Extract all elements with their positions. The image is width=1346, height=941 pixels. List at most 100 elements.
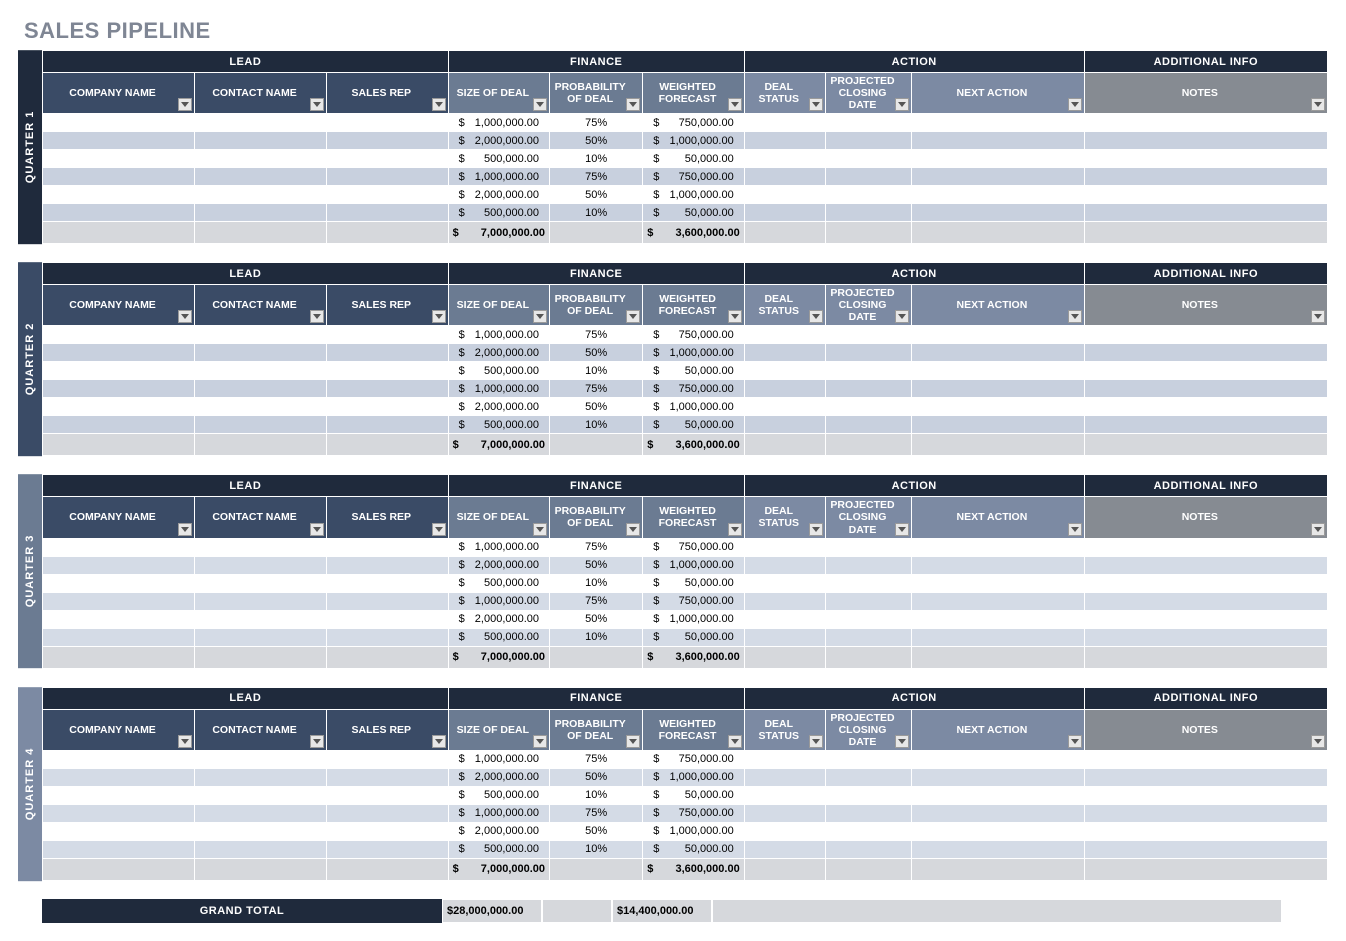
table-row[interactable]: $500,000.0010%$50,000.00 [43,840,1328,858]
col-header-close[interactable]: PROJECTED CLOSING DATE [825,709,911,750]
cell-notes[interactable] [1084,822,1327,840]
cell-prob[interactable]: 50% [550,132,643,150]
cell-close[interactable] [825,362,911,380]
cell-action[interactable] [912,132,1084,150]
cell-status[interactable] [744,150,825,168]
col-header-action[interactable]: NEXT ACTION [912,709,1084,750]
cell-notes[interactable] [1084,628,1327,646]
cell-company[interactable] [43,362,195,380]
cell-deal[interactable]: $500,000.00 [448,150,549,168]
cell-notes[interactable] [1084,786,1327,804]
cell-forecast[interactable]: $50,000.00 [643,150,744,168]
cell-rep[interactable] [326,204,448,222]
cell-contact[interactable] [195,592,327,610]
cell-forecast[interactable]: $1,000,000.00 [643,556,744,574]
cell-contact[interactable] [195,132,327,150]
col-header-action[interactable]: NEXT ACTION [912,285,1084,326]
cell-deal[interactable]: $1,000,000.00 [448,380,549,398]
cell-rep[interactable] [326,398,448,416]
cell-prob[interactable]: 75% [550,114,643,132]
cell-status[interactable] [744,768,825,786]
col-header-close[interactable]: PROJECTED CLOSING DATE [825,285,911,326]
cell-notes[interactable] [1084,804,1327,822]
cell-close[interactable] [825,610,911,628]
cell-prob[interactable]: 75% [550,168,643,186]
col-header-rep[interactable]: SALES REP [326,285,448,326]
cell-deal[interactable]: $2,000,000.00 [448,344,549,362]
cell-close[interactable] [825,344,911,362]
cell-rep[interactable] [326,786,448,804]
rep-filter-button[interactable] [432,523,446,536]
cell-close[interactable] [825,168,911,186]
cell-close[interactable] [825,822,911,840]
cell-action[interactable] [912,822,1084,840]
cell-prob[interactable]: 50% [550,768,643,786]
cell-notes[interactable] [1084,610,1327,628]
cell-status[interactable] [744,186,825,204]
cell-company[interactable] [43,344,195,362]
col-header-close[interactable]: PROJECTED CLOSING DATE [825,497,911,538]
cell-prob[interactable]: 50% [550,186,643,204]
cell-company[interactable] [43,768,195,786]
cell-deal[interactable]: $1,000,000.00 [448,804,549,822]
cell-notes[interactable] [1084,132,1327,150]
cell-contact[interactable] [195,840,327,858]
cell-company[interactable] [43,186,195,204]
table-row[interactable]: $1,000,000.0075%$750,000.00 [43,380,1328,398]
status-filter-button[interactable] [809,523,823,536]
cell-forecast[interactable]: $750,000.00 [643,114,744,132]
col-header-company[interactable]: COMPANY NAME [43,285,195,326]
col-header-forecast[interactable]: WEIGHTED FORECAST [643,709,744,750]
cell-prob[interactable]: 50% [550,344,643,362]
cell-notes[interactable] [1084,150,1327,168]
cell-contact[interactable] [195,326,327,344]
cell-prob[interactable]: 10% [550,786,643,804]
cell-action[interactable] [912,610,1084,628]
cell-prob[interactable]: 50% [550,822,643,840]
table-row[interactable]: $2,000,000.0050%$1,000,000.00 [43,556,1328,574]
rep-filter-button[interactable] [432,735,446,748]
contact-filter-button[interactable] [310,523,324,536]
cell-contact[interactable] [195,168,327,186]
cell-contact[interactable] [195,556,327,574]
cell-contact[interactable] [195,628,327,646]
cell-contact[interactable] [195,114,327,132]
cell-action[interactable] [912,150,1084,168]
cell-close[interactable] [825,592,911,610]
cell-close[interactable] [825,840,911,858]
cell-forecast[interactable]: $1,000,000.00 [643,132,744,150]
cell-prob[interactable]: 75% [550,750,643,768]
cell-contact[interactable] [195,786,327,804]
cell-rep[interactable] [326,574,448,592]
cell-close[interactable] [825,750,911,768]
cell-deal[interactable]: $2,000,000.00 [448,556,549,574]
cell-company[interactable] [43,132,195,150]
cell-rep[interactable] [326,186,448,204]
prob-filter-button[interactable] [626,310,640,323]
forecast-filter-button[interactable] [728,310,742,323]
table-row[interactable]: $1,000,000.0075%$750,000.00 [43,326,1328,344]
cell-deal[interactable]: $500,000.00 [448,628,549,646]
cell-status[interactable] [744,628,825,646]
deal-filter-button[interactable] [533,98,547,111]
cell-status[interactable] [744,840,825,858]
contact-filter-button[interactable] [310,735,324,748]
cell-forecast[interactable]: $50,000.00 [643,628,744,646]
cell-contact[interactable] [195,804,327,822]
cell-close[interactable] [825,538,911,556]
cell-forecast[interactable]: $750,000.00 [643,804,744,822]
cell-status[interactable] [744,786,825,804]
col-header-contact[interactable]: CONTACT NAME [195,285,327,326]
table-row[interactable]: $500,000.0010%$50,000.00 [43,786,1328,804]
cell-action[interactable] [912,168,1084,186]
col-header-contact[interactable]: CONTACT NAME [195,709,327,750]
forecast-filter-button[interactable] [728,735,742,748]
cell-deal[interactable]: $500,000.00 [448,574,549,592]
cell-close[interactable] [825,150,911,168]
cell-action[interactable] [912,786,1084,804]
col-header-notes[interactable]: NOTES [1084,285,1327,326]
notes-filter-button[interactable] [1311,735,1325,748]
cell-contact[interactable] [195,398,327,416]
cell-forecast[interactable]: $750,000.00 [643,168,744,186]
deal-filter-button[interactable] [533,310,547,323]
